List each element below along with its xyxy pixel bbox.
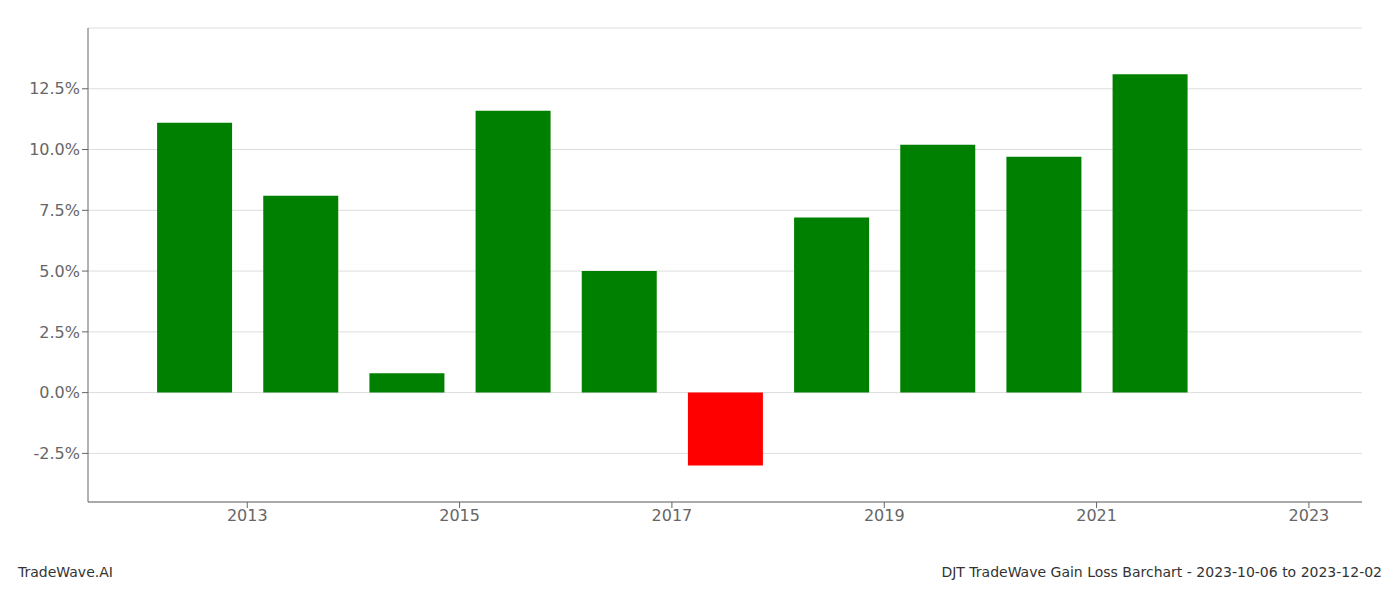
svg-text:12.5%: 12.5%: [29, 79, 80, 98]
svg-text:2015: 2015: [439, 506, 480, 525]
svg-text:2017: 2017: [652, 506, 693, 525]
svg-text:10.0%: 10.0%: [29, 140, 80, 159]
html-text:DJT TradeWave Gain Loss Barcha: DJT TradeWave Gain Loss Barchart - 2023-…: [941, 564, 1382, 580]
svg-text:0.0%: 0.0%: [39, 383, 80, 402]
svg-text:2019: 2019: [864, 506, 905, 525]
svg-text:2023: 2023: [1289, 506, 1330, 525]
svg-text:-2.5%: -2.5%: [34, 444, 80, 463]
html-text:TradeWave.AI: TradeWave.AI: [18, 564, 113, 580]
svg-text:2021: 2021: [1076, 506, 1117, 525]
svg-text:5.0%: 5.0%: [39, 262, 80, 281]
svg-text:2013: 2013: [227, 506, 268, 525]
svg-text:7.5%: 7.5%: [39, 201, 80, 220]
svg-text:2.5%: 2.5%: [39, 323, 80, 342]
